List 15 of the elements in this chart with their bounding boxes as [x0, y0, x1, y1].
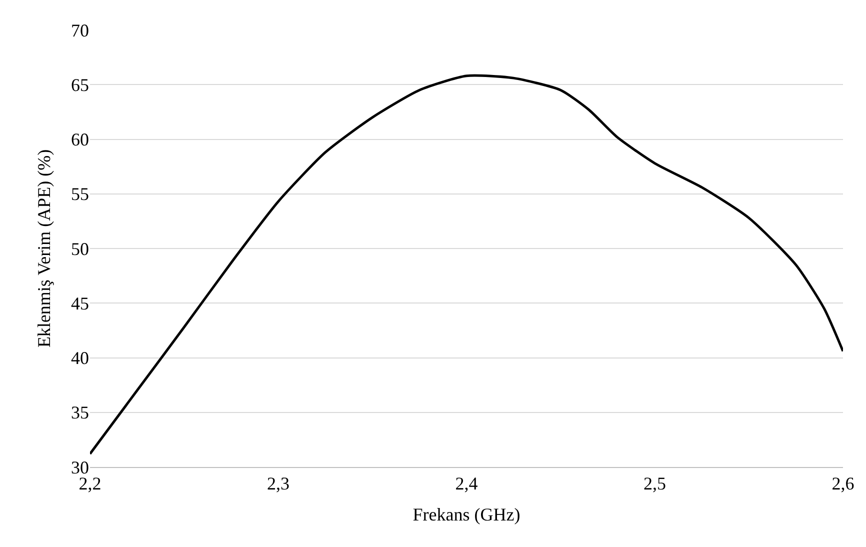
y-tick-label: 55 — [71, 184, 89, 204]
y-tick-label: 65 — [71, 74, 89, 95]
y-tick-label: 45 — [71, 293, 89, 314]
x-tick-label: 2,3 — [267, 474, 290, 494]
y-tick-label: 50 — [71, 238, 89, 259]
y-tick-label: 60 — [71, 130, 89, 150]
line-series — [90, 74, 843, 456]
x-tick-label: 2,5 — [644, 474, 666, 494]
y-tick-label: 70 — [71, 20, 89, 40]
x-axis-title: Frekans (GHz) — [412, 504, 520, 525]
x-tick-label: 2,6 — [832, 474, 854, 494]
x-tick-label: 2,4 — [455, 474, 478, 494]
y-tick-label: 35 — [71, 402, 89, 423]
y-axis-title: Eklenmiş Verim (APE) (%) — [34, 149, 54, 348]
y-tick-label: 40 — [71, 348, 89, 368]
